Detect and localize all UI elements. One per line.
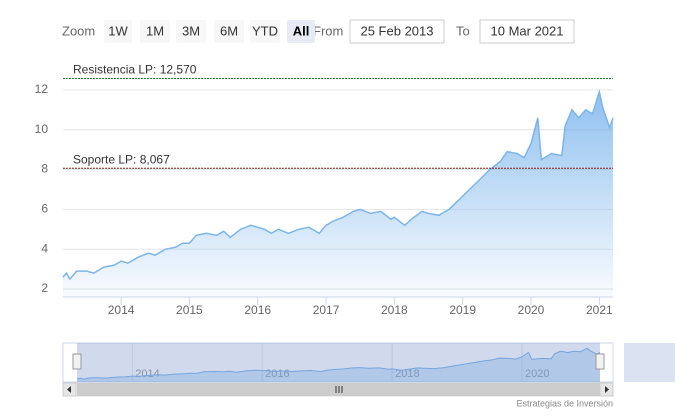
- x-tick-label: 2021: [586, 303, 613, 317]
- navigator-line: [76, 347, 601, 380]
- x-tick-label: 2019: [449, 303, 476, 317]
- y-tick-label: 8: [41, 162, 48, 176]
- y-tick-label: 2: [41, 281, 48, 295]
- from-input[interactable]: [349, 19, 445, 44]
- zoom-button-label[interactable]: 1W: [108, 23, 128, 38]
- zoom-button[interactable]: [176, 20, 206, 43]
- scroll-right-arrow: [605, 386, 609, 393]
- navigator-handle[interactable]: [72, 353, 82, 370]
- zoom-button[interactable]: [214, 20, 244, 43]
- x-tick-label: 2020: [518, 303, 545, 317]
- zoom-button-label[interactable]: All: [293, 23, 310, 38]
- x-tick-label: 2014: [108, 303, 135, 317]
- y-tick-label: 4: [41, 241, 48, 255]
- x-tick-label: 2015: [176, 303, 203, 317]
- x-tick-label: 2017: [313, 303, 340, 317]
- scroll-grip: [335, 386, 343, 393]
- navigator-area: [77, 348, 600, 382]
- y-tick-label: 12: [35, 82, 49, 96]
- navigator-window: [77, 343, 600, 382]
- to-label: To: [456, 23, 470, 38]
- area-fill: [63, 91, 613, 298]
- plot-line-label: Soporte LP: 8,067: [73, 152, 170, 166]
- zoom-button-label[interactable]: YTD: [252, 23, 278, 38]
- zoom-button[interactable]: [287, 20, 315, 43]
- price-line: [62, 88, 614, 281]
- zoom-label: Zoom: [62, 23, 95, 38]
- from-label: From: [313, 23, 343, 38]
- navigator-tick-label: 2014: [135, 368, 159, 380]
- x-tick-label: 2018: [381, 303, 408, 317]
- x-tick-label: 2016: [244, 303, 271, 317]
- scroll-left-arrow: [67, 386, 71, 393]
- credits: Estrategias de Inversión: [516, 398, 613, 408]
- y-tick-label: 10: [35, 122, 49, 136]
- y-tick-label: 6: [41, 202, 48, 216]
- zoom-button[interactable]: [104, 20, 132, 43]
- zoom-button-label[interactable]: 3M: [182, 23, 200, 38]
- navigator-tick-label: 2020: [525, 368, 549, 380]
- zoom-button-label[interactable]: 1M: [146, 23, 164, 38]
- zoom-button-label[interactable]: 6M: [220, 23, 238, 38]
- navigator-tick-label: 2018: [395, 368, 419, 380]
- to-input[interactable]: [479, 19, 575, 44]
- zoom-button[interactable]: [250, 20, 280, 43]
- from-value[interactable]: 25 Feb 2013: [360, 23, 433, 38]
- navigator-handle[interactable]: [595, 353, 605, 370]
- zoom-button[interactable]: [140, 20, 170, 43]
- side-panel: [624, 343, 675, 382]
- navigator-bg: [62, 342, 614, 383]
- to-value[interactable]: 10 Mar 2021: [491, 23, 564, 38]
- plot-line-label: Resistencia LP: 12,570: [73, 63, 197, 77]
